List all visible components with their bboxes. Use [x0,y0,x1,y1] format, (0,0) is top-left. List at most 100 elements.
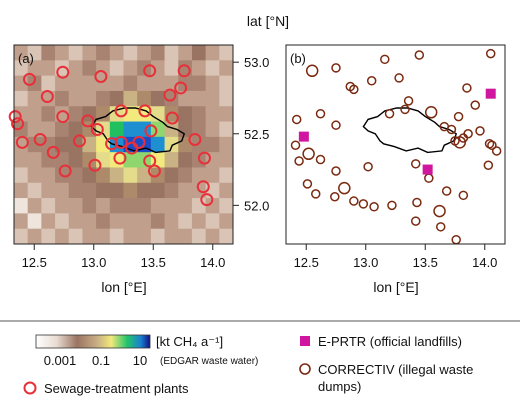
correctiv-marker [414,50,425,60]
colorbar-tick-1: 0.001 [44,353,77,368]
heat-cell [82,152,97,168]
x-tick-label: 13.5 [413,255,438,270]
heat-cell [178,90,193,107]
y-tick-label: 53.0 [244,55,269,70]
sewage-plant-marker [174,81,188,95]
heat-cell [164,45,179,61]
heat-cell [41,152,56,168]
heat-cell [191,45,207,61]
heat-cell [14,60,29,77]
panel-b-label: (b) [290,51,306,66]
heat-cell [96,75,111,92]
heat-cell [191,136,207,153]
heat-cell [109,228,124,245]
sewage-plant-marker [114,104,128,118]
heat-cell [205,136,220,153]
heat-cell [109,182,124,199]
heat-cell [27,167,42,184]
heat-cell [164,60,179,77]
sewage-plant-marker [81,114,95,128]
correctiv-marker [294,156,304,166]
eprtr-marker [485,88,496,99]
heat-cell [178,198,193,214]
heat-cell [123,167,138,184]
heat-cell [109,90,124,107]
heat-cell [109,121,124,138]
heat-cell [55,182,70,199]
heat-cell [14,167,29,184]
correctiv-marker [453,111,464,122]
correctiv-marker [345,81,356,92]
correctiv-marker [458,190,469,201]
heat-cell [27,75,42,92]
correctiv-marker [358,199,369,209]
x-tick-label: 13.0 [81,255,106,270]
correctiv-marker [311,189,321,199]
heat-cell [82,60,97,77]
heat-cell [27,198,42,214]
heat-cell [96,60,111,77]
legend-correctiv-label-1: CORRECTIV (illegal waste [318,362,473,377]
panel-a-x-axis-label: lon [°E] [101,279,146,295]
heat-cell [41,106,56,122]
correctiv-marker [349,196,359,206]
heat-cell [219,198,234,214]
sewage-plant-marker [113,151,127,165]
correctiv-marker [487,140,497,150]
heat-cell [41,121,56,138]
heat-cell [150,60,165,77]
x-tick-label: 12.5 [294,255,319,270]
heat-cell [164,228,179,245]
sewage-plant-marker [188,132,202,146]
heat-cell [96,198,111,214]
sewage-plant-marker [143,154,157,168]
heat-cell [55,75,70,92]
correctiv-marker [463,129,473,139]
heat-cell [27,136,42,153]
heat-cell [82,228,97,245]
heat-cell [14,152,29,168]
correctiv-marker [387,200,397,211]
heat-cell [123,213,138,230]
correctiv-marker [394,73,404,83]
sewage-plant-marker [11,117,25,131]
heat-cell [96,182,111,199]
heat-cell [164,213,179,230]
heat-cell [178,182,193,199]
heat-cell [68,213,83,230]
correctiv-marker [330,192,340,202]
correctiv-marker [441,186,452,196]
heat-cell [109,213,124,230]
heat-cell [191,60,207,77]
sewage-plant-marker [138,104,152,118]
sewage-plant-marker [163,88,177,102]
heat-cell [164,152,179,168]
heat-cell [68,167,83,184]
heat-cell [14,198,29,214]
sewage-plant-marker [56,110,70,124]
heat-cell [205,167,220,184]
heat-cell [164,106,179,122]
sewage-plant-marker [90,122,104,136]
heat-cell [27,106,42,122]
heat-cell [205,213,220,230]
heat-cell [55,60,70,77]
sewage-plant-marker [56,65,70,79]
heat-cell [178,121,193,138]
heat-cell [219,90,234,107]
heat-cell [137,121,152,138]
heat-cell [164,136,179,153]
sewage-plant-marker [72,134,86,148]
heat-cell [68,182,83,199]
x-tick-label: 12.5 [22,255,47,270]
heat-cell [27,60,42,77]
y-tick-label: 52.5 [244,127,269,142]
heat-cell [27,228,42,245]
colorbar-unit-label: [kt CH₄ a⁻¹] [156,334,223,349]
heat-cell [55,213,70,230]
sewage-plant-marker [132,135,146,149]
heat-cell [205,121,220,138]
correctiv-marker [433,204,446,218]
heat-cell [109,75,124,92]
heat-cell [109,45,124,61]
